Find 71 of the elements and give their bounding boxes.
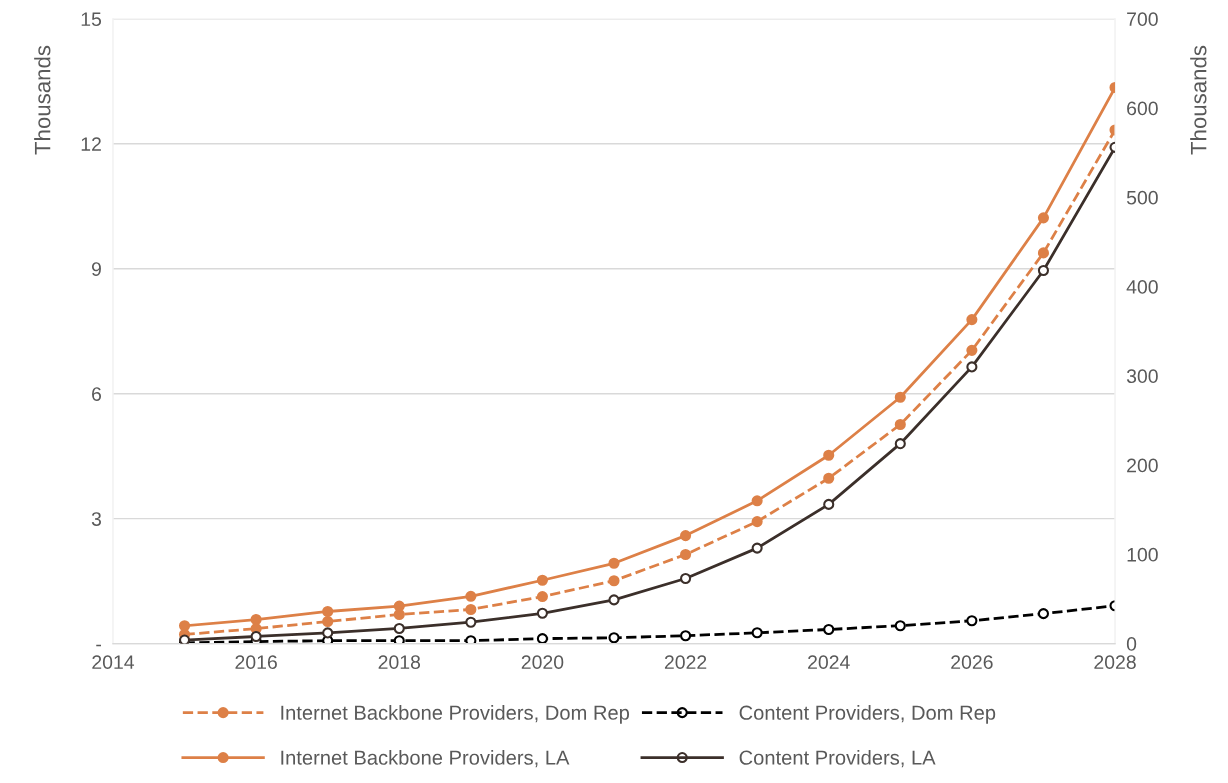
- point: [608, 575, 620, 587]
- point: [393, 600, 405, 612]
- point: [751, 542, 763, 554]
- point: [1037, 212, 1049, 224]
- legend-label: Content Providers, Dom Rep: [739, 705, 996, 724]
- point: [465, 616, 477, 628]
- point: [680, 572, 692, 585]
- y2-tick-label: 400: [1126, 280, 1158, 294]
- point: [823, 472, 835, 484]
- y-tick-label: 15: [81, 12, 102, 27]
- point: [966, 361, 978, 373]
- point: [823, 623, 835, 636]
- point: [751, 516, 763, 528]
- point: [966, 344, 978, 356]
- y2-axis-title: Thousands: [1190, 45, 1207, 155]
- point: [536, 574, 548, 586]
- y-tick-label: 12: [81, 137, 101, 151]
- y2-tick-label: 100: [1127, 547, 1158, 562]
- point: [536, 633, 548, 644]
- y2-tick-label: 0: [1126, 637, 1137, 651]
- point: [465, 603, 477, 616]
- point: [966, 615, 978, 627]
- point: [680, 630, 692, 642]
- point: [894, 418, 906, 431]
- y-axis-title: Thousands: [34, 45, 51, 155]
- point: [322, 615, 334, 628]
- point: [1037, 608, 1049, 620]
- point: [680, 530, 692, 542]
- legend-label: Internet Backbone Providers, LA: [281, 750, 570, 768]
- point: [536, 607, 548, 619]
- y2-tick-label: 300: [1126, 369, 1158, 384]
- y2-tick-label: 600: [1127, 101, 1158, 116]
- point: [608, 557, 620, 569]
- point: [751, 627, 763, 639]
- point: [1037, 247, 1049, 259]
- y2-tick-label: 700: [1127, 12, 1158, 27]
- point: [751, 495, 763, 507]
- point: [393, 635, 405, 644]
- y-tick-label: -: [96, 644, 101, 647]
- point: [465, 635, 477, 644]
- point: [894, 391, 906, 403]
- point: [465, 590, 477, 602]
- point: [536, 591, 548, 603]
- point: [680, 548, 692, 561]
- legend-label: Internet Backbone Providers, Dom Rep: [281, 705, 630, 724]
- point: [322, 627, 334, 639]
- point: [393, 622, 405, 635]
- x-tick-label: 2026: [951, 655, 993, 670]
- x-tick-label: 2022: [664, 655, 707, 670]
- x-tick-label: 2020: [521, 655, 564, 670]
- y-tick-label: 9: [91, 262, 101, 276]
- x-tick-label: 2016: [235, 655, 277, 670]
- point: [608, 594, 620, 606]
- x-tick-label: 2014: [92, 655, 135, 670]
- point: [322, 605, 334, 618]
- y-tick-label: 6: [92, 387, 102, 401]
- legend-label: Content Providers, LA: [739, 750, 936, 768]
- y-tick-label: 3: [91, 512, 102, 526]
- y2-tick-label: 200: [1127, 458, 1158, 473]
- x-tick-label: 2018: [378, 655, 421, 670]
- point: [608, 632, 620, 644]
- x-tick-label: 2028: [1094, 655, 1136, 670]
- point: [894, 438, 906, 450]
- point: [250, 630, 262, 643]
- point: [894, 620, 906, 632]
- point: [966, 314, 978, 326]
- point: [1037, 264, 1049, 277]
- point: [823, 498, 835, 510]
- y2-tick-label: 500: [1126, 190, 1158, 205]
- point: [823, 449, 835, 461]
- x-tick-label: 2024: [808, 655, 850, 670]
